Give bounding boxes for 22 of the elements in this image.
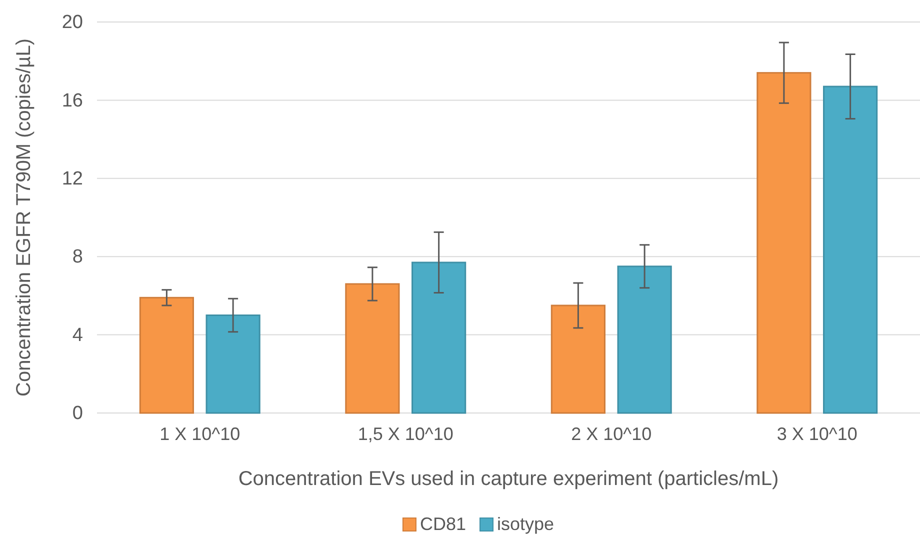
bar: [412, 262, 466, 414]
legend-label: isotype: [496, 514, 554, 534]
y-tick-label: 8: [72, 246, 83, 268]
x-tick-label: 3 X 10^10: [776, 424, 858, 444]
y-axis-title: Concentration EGFR T790M (copies/µL): [13, 38, 35, 396]
bar: [617, 266, 672, 414]
bar: [550, 304, 606, 414]
y-tick-label: 0: [72, 403, 83, 424]
legend-label: CD81: [420, 514, 466, 534]
x-tick-label: 2 X 10^10: [571, 424, 652, 444]
bar: [345, 283, 400, 414]
y-tick-label: 4: [72, 324, 84, 346]
x-axis-title: Concentration EVs used in capture experiment (particles/mL): [238, 468, 779, 490]
y-tick-label: 12: [62, 168, 83, 190]
bar: [756, 72, 812, 414]
bar: [139, 296, 194, 414]
bar: [823, 86, 878, 414]
x-tick-label: 1 X 10^10: [160, 424, 240, 444]
y-tick-label: 16: [62, 90, 83, 112]
x-tick-label: 1,5 X 10^10: [358, 424, 454, 444]
y-tick-label: 20: [62, 12, 83, 34]
bar: [206, 314, 260, 414]
